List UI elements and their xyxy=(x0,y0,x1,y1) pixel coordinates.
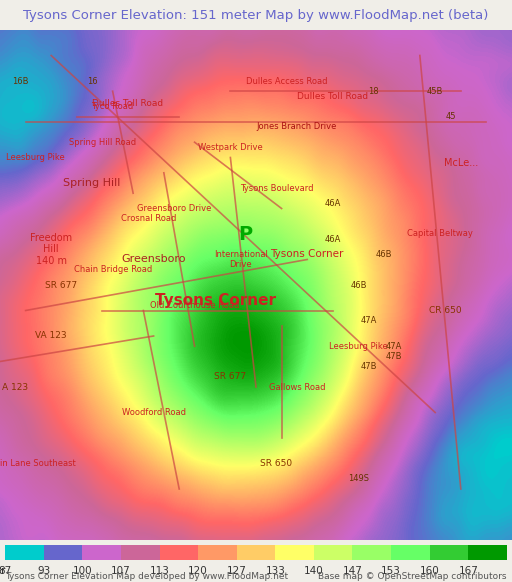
Text: Fallin Lane Southeast: Fallin Lane Southeast xyxy=(0,459,76,468)
FancyBboxPatch shape xyxy=(44,545,82,560)
Text: 100: 100 xyxy=(73,566,92,576)
Text: 45B: 45B xyxy=(427,87,443,95)
FancyBboxPatch shape xyxy=(468,545,507,560)
Text: 120: 120 xyxy=(188,566,208,576)
Text: Capital Beltway: Capital Beltway xyxy=(408,229,473,239)
Text: Tysons Boulevard: Tysons Boulevard xyxy=(240,183,313,193)
FancyBboxPatch shape xyxy=(237,545,275,560)
Text: 147: 147 xyxy=(343,566,362,576)
Text: P: P xyxy=(239,225,253,243)
Text: Greensboro: Greensboro xyxy=(121,254,186,264)
Text: Gallows Road: Gallows Road xyxy=(269,382,325,392)
FancyBboxPatch shape xyxy=(314,545,352,560)
FancyBboxPatch shape xyxy=(430,545,468,560)
Text: 113: 113 xyxy=(150,566,169,576)
Text: 167: 167 xyxy=(458,566,478,576)
Text: Jones Branch Drive: Jones Branch Drive xyxy=(257,122,337,132)
FancyBboxPatch shape xyxy=(82,545,121,560)
Text: 45: 45 xyxy=(445,112,456,121)
Text: A 123: A 123 xyxy=(2,382,29,392)
FancyBboxPatch shape xyxy=(352,545,391,560)
Text: 46A: 46A xyxy=(325,235,341,244)
Text: SR 650: SR 650 xyxy=(261,459,292,468)
Text: 16B: 16B xyxy=(12,76,29,86)
Text: Spring Hill: Spring Hill xyxy=(63,178,121,188)
Text: 46A: 46A xyxy=(325,199,341,208)
Text: 47A
47B: 47A 47B xyxy=(386,342,402,361)
Text: 153: 153 xyxy=(381,566,401,576)
Text: Woodford Road: Woodford Road xyxy=(122,408,185,417)
Text: International
Drive: International Drive xyxy=(214,250,268,269)
FancyBboxPatch shape xyxy=(5,545,44,560)
Text: Chain Bridge Road: Chain Bridge Road xyxy=(74,265,152,274)
Text: Spring Hill Road: Spring Hill Road xyxy=(69,138,136,147)
Text: 149S: 149S xyxy=(348,474,369,483)
Text: Dulles Toll Road: Dulles Toll Road xyxy=(297,92,368,101)
Text: 46B: 46B xyxy=(376,250,392,259)
Text: 140: 140 xyxy=(304,566,324,576)
Text: 46B: 46B xyxy=(350,281,367,289)
Text: 93: 93 xyxy=(37,566,50,576)
Text: Base map © OpenStreetMap contributors: Base map © OpenStreetMap contributors xyxy=(318,573,507,581)
FancyBboxPatch shape xyxy=(198,545,237,560)
Text: Dulles Access Road: Dulles Access Road xyxy=(246,76,328,86)
FancyBboxPatch shape xyxy=(160,545,198,560)
Text: 160: 160 xyxy=(420,566,440,576)
Text: Tysons Corner Elevation: 151 meter Map by www.FloodMap.net (beta): Tysons Corner Elevation: 151 meter Map b… xyxy=(24,9,488,22)
Text: Dulles Toll Road: Dulles Toll Road xyxy=(93,100,163,108)
Text: 47B: 47B xyxy=(360,362,377,371)
Text: Greensboro Drive: Greensboro Drive xyxy=(137,204,211,213)
Text: Westpark Drive: Westpark Drive xyxy=(198,143,263,152)
Text: Leesburg Pike: Leesburg Pike xyxy=(7,153,65,162)
FancyBboxPatch shape xyxy=(391,545,430,560)
FancyBboxPatch shape xyxy=(275,545,314,560)
Text: McLe...: McLe... xyxy=(444,158,478,168)
FancyBboxPatch shape xyxy=(121,545,160,560)
Text: 133: 133 xyxy=(265,566,285,576)
Text: SR 677: SR 677 xyxy=(46,281,77,289)
Text: Tysons Corner: Tysons Corner xyxy=(155,293,275,308)
Text: 16: 16 xyxy=(87,76,97,86)
Text: Leesburg Pike: Leesburg Pike xyxy=(329,342,388,351)
Text: Freedom
Hill
140 m: Freedom Hill 140 m xyxy=(30,233,72,266)
Text: Old Courthouse Road: Old Courthouse Road xyxy=(150,301,239,310)
Text: 107: 107 xyxy=(111,566,131,576)
Text: 127: 127 xyxy=(227,566,247,576)
Text: VA 123: VA 123 xyxy=(35,332,67,340)
Text: SR 677: SR 677 xyxy=(215,372,246,381)
Text: Tysons Corner: Tysons Corner xyxy=(270,250,344,260)
Text: Tyco Road: Tyco Road xyxy=(92,102,134,111)
Text: Crosnal Road: Crosnal Road xyxy=(121,214,176,223)
Text: meter: meter xyxy=(0,566,5,576)
Text: 87: 87 xyxy=(0,566,12,576)
Text: CR 650: CR 650 xyxy=(429,306,462,315)
Text: 18: 18 xyxy=(369,87,379,95)
Text: 47A: 47A xyxy=(360,316,377,325)
Text: Tysons Corner Elevation Map developed by www.FloodMap.net: Tysons Corner Elevation Map developed by… xyxy=(5,573,288,581)
